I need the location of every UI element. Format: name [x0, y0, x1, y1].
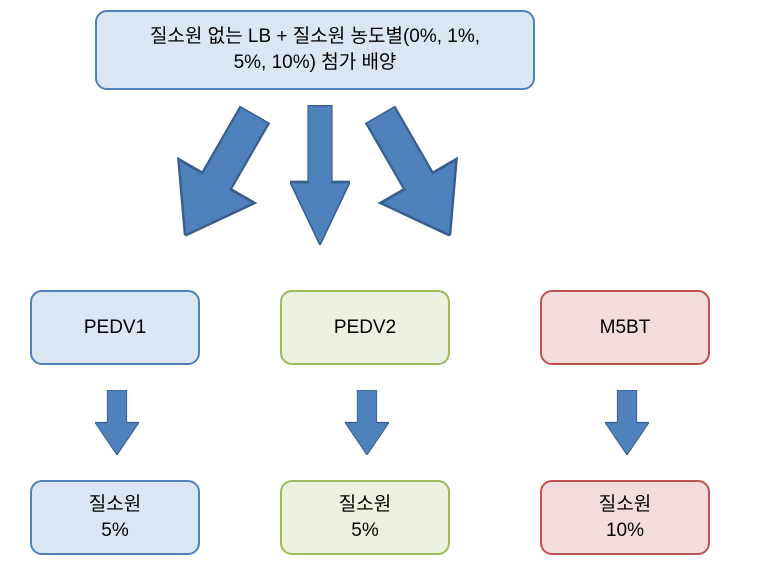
result-pedv2-line1: 질소원 [339, 494, 391, 515]
arrow-pedv1-down [95, 390, 139, 455]
result-m5bt-text: 질소원 10% [599, 492, 651, 543]
result-pedv1-line1: 질소원 [89, 494, 141, 515]
top-source-box: 질소원 없는 LB + 질소원 농도별(0%, 1%, 5%, 10%) 첨가 … [95, 10, 535, 90]
arrow-top-to-pedv2 [290, 105, 350, 245]
arrow-top-to-pedv1 [137, 87, 302, 263]
result-m5bt-line1: 질소원 [599, 494, 651, 515]
arrow-m5bt-down [605, 390, 649, 455]
arrow-top-to-m5bt [332, 87, 497, 263]
result-pedv2-line2: 5% [351, 520, 378, 541]
result-pedv2-box: 질소원 5% [280, 480, 450, 555]
pedv2-box: PEDV2 [280, 290, 450, 365]
m5bt-box: M5BT [540, 290, 710, 365]
pedv1-label: PEDV1 [84, 315, 146, 341]
top-line2: 5%, 10%) 첨가 배양 [234, 52, 397, 73]
result-pedv1-box: 질소원 5% [30, 480, 200, 555]
pedv1-box: PEDV1 [30, 290, 200, 365]
top-source-text: 질소원 없는 LB + 질소원 농도별(0%, 1%, 5%, 10%) 첨가 … [150, 24, 480, 75]
pedv2-label: PEDV2 [334, 315, 396, 341]
result-pedv1-line2: 5% [101, 520, 128, 541]
result-pedv1-text: 질소원 5% [89, 492, 141, 543]
result-pedv2-text: 질소원 5% [339, 492, 391, 543]
result-m5bt-box: 질소원 10% [540, 480, 710, 555]
result-m5bt-line2: 10% [606, 520, 644, 541]
top-line1: 질소원 없는 LB + 질소원 농도별(0%, 1%, [150, 26, 480, 47]
arrow-pedv2-down [345, 390, 389, 455]
m5bt-label: M5BT [600, 315, 651, 341]
